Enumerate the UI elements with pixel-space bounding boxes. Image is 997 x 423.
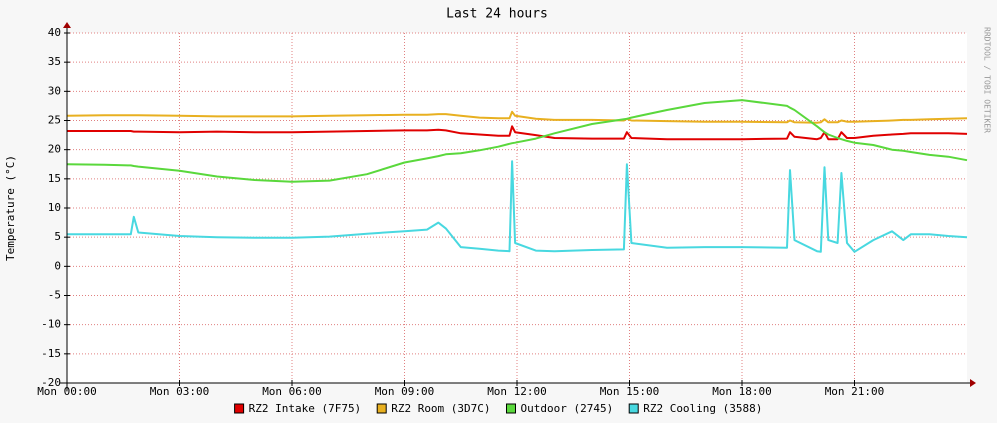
legend-swatch <box>628 403 639 414</box>
y-tick-label: 10 <box>48 201 61 214</box>
legend-item: RZ2 Intake (7F75) <box>234 402 362 415</box>
legend-item: Outdoor (2745) <box>506 402 614 415</box>
x-tick-label: Mon 21:00 <box>825 385 885 398</box>
x-tick-label: Mon 00:00 <box>37 385 97 398</box>
y-tick-label: -20 <box>41 376 61 389</box>
legend-label: RZ2 Intake (7F75) <box>249 402 362 415</box>
y-tick-label: 0 <box>54 259 61 272</box>
chart-title: Last 24 hours <box>446 7 548 22</box>
y-axis-label: Temperature (°C) <box>4 155 17 261</box>
y-tick-label: -5 <box>48 289 61 302</box>
x-tick-label: Mon 03:00 <box>150 385 210 398</box>
y-tick-label: 20 <box>48 143 61 156</box>
y-tick-label: -15 <box>41 347 61 360</box>
legend-swatch <box>376 403 387 414</box>
x-tick-label: Mon 09:00 <box>375 385 435 398</box>
y-tick-label: 35 <box>48 55 61 68</box>
legend-item: RZ2 Cooling (3588) <box>628 402 762 415</box>
y-tick-label: 30 <box>48 84 61 97</box>
y-tick-label: 15 <box>48 172 61 185</box>
legend-item: RZ2 Room (3D7C) <box>376 402 491 415</box>
x-axis-arrow <box>970 379 976 387</box>
x-tick-label: Mon 15:00 <box>600 385 660 398</box>
watermark: RRDTOOL / TOBI OETIKER <box>983 27 992 133</box>
series-line <box>67 160 968 253</box>
x-tick-label: Mon 06:00 <box>262 385 322 398</box>
y-tick-label: 25 <box>48 114 61 127</box>
y-tick-label: 40 <box>48 26 61 39</box>
y-axis-arrow <box>63 22 71 28</box>
y-tick-label: -10 <box>41 318 61 331</box>
legend-swatch <box>234 403 245 414</box>
legend-swatch <box>506 403 516 414</box>
x-tick-label: Mon 12:00 <box>487 385 547 398</box>
x-tick-label: Mon 18:00 <box>712 385 772 398</box>
y-tick-label: 5 <box>54 230 61 243</box>
series-line <box>67 125 968 141</box>
series-line <box>66 99 968 183</box>
legend-label: RZ2 Room (3D7C) <box>391 402 490 415</box>
legend-label: RZ2 Cooling (3588) <box>643 402 762 415</box>
series-line <box>66 110 968 124</box>
legend-label: Outdoor (2745) <box>521 402 614 415</box>
